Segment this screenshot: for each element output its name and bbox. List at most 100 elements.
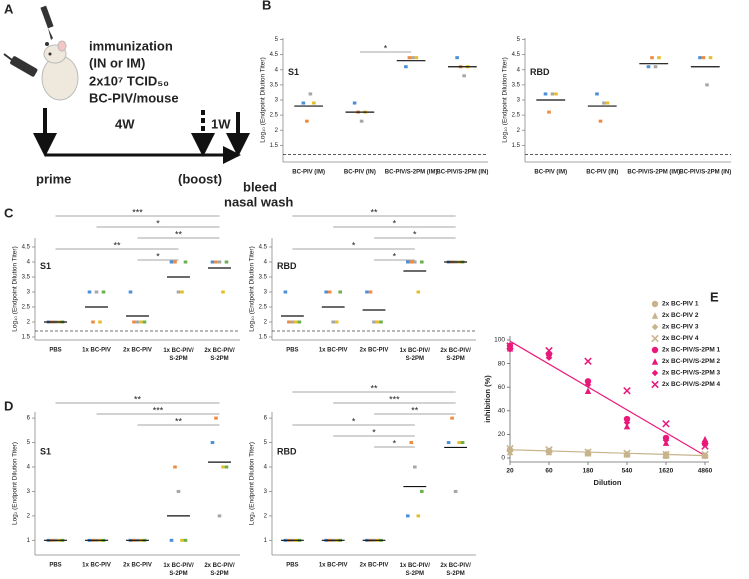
x-tick-label: 2x BC-PIV/S-2PM	[204, 348, 235, 362]
point	[283, 290, 288, 294]
x-tick-label: 1x BC-PIV	[319, 348, 348, 354]
point	[407, 56, 412, 60]
point	[605, 101, 610, 105]
x-tick-label: BC-PIV (IM)	[534, 170, 567, 176]
point	[545, 447, 553, 455]
significance-label: **	[370, 383, 378, 393]
y-tick-label: 100	[494, 337, 505, 344]
legend-marker	[651, 300, 659, 308]
y-tick-label: 60	[498, 384, 506, 391]
legend-marker	[651, 323, 659, 331]
y-tick-label: 3.5	[270, 82, 279, 88]
point	[446, 441, 451, 445]
x-tick-label: 1x BC-PIV	[82, 563, 111, 569]
significance-label: **	[370, 207, 378, 217]
point	[701, 438, 709, 445]
x-tick-label: 1x BC-PIV/S-2PM	[400, 563, 431, 577]
point	[169, 538, 174, 542]
y-tick-label: 6	[264, 416, 268, 422]
x-tick-label: 540	[622, 468, 633, 475]
point	[623, 387, 631, 395]
x-tick-label: 180	[583, 468, 594, 475]
point	[698, 56, 702, 60]
point	[708, 56, 713, 60]
point	[453, 489, 458, 493]
y-tick-label: 4.5	[22, 245, 31, 251]
y-tick-label: 0	[501, 455, 505, 462]
point	[312, 101, 316, 105]
y-tick-label: 4.5	[259, 245, 268, 251]
point	[297, 320, 302, 324]
point	[584, 378, 592, 385]
y-tick-label: 6	[27, 416, 31, 422]
y-tick-label: 4	[27, 260, 31, 266]
significance-label: *	[156, 251, 160, 261]
point	[91, 320, 95, 324]
point	[180, 538, 184, 542]
point	[409, 260, 414, 264]
point	[701, 442, 709, 450]
point	[294, 320, 298, 324]
legend-label: 2x BC-PIV 1	[662, 301, 699, 308]
legend-marker	[651, 312, 659, 319]
point	[545, 446, 553, 454]
point	[183, 538, 188, 542]
point	[98, 320, 102, 324]
point	[406, 260, 410, 264]
point	[554, 92, 558, 96]
y-tick-label: 3	[264, 290, 268, 296]
event-label: prime	[36, 171, 71, 186]
point	[411, 56, 415, 60]
y-axis-label: Log₁₀ (Endpoint Dilution Titer)	[260, 57, 267, 142]
significance-label: *	[156, 218, 160, 228]
point	[623, 451, 631, 458]
x-tick-label: 1x BC-PIV	[82, 348, 111, 354]
significance-label: **	[411, 405, 419, 415]
point	[359, 119, 364, 123]
y-tick-label: 5	[275, 37, 279, 43]
point	[623, 422, 631, 430]
annotation: S1	[288, 67, 299, 77]
point	[305, 119, 309, 123]
y-tick-label: 2.5	[270, 113, 279, 119]
legend-marker	[651, 380, 659, 389]
point	[506, 342, 514, 350]
significance-label: *	[352, 240, 356, 250]
x-tick-label: 2x BC-PIV	[123, 563, 152, 569]
point	[372, 320, 376, 324]
y-axis-label: Log₁₀ (Endpoint Dilution Titer)	[249, 246, 256, 331]
panel-label: B	[262, 0, 271, 12]
significance-label: *	[393, 218, 397, 228]
point	[416, 290, 421, 294]
point	[701, 56, 706, 60]
point	[409, 441, 414, 445]
point	[420, 489, 424, 493]
point	[584, 381, 592, 389]
point	[404, 65, 408, 69]
x-tick-label: 2x BC-PIV	[360, 563, 389, 569]
dose-text: BC-PIV/mouse	[89, 90, 179, 105]
y-tick-label: 2	[264, 320, 268, 326]
y-tick-label: 40	[498, 408, 506, 415]
significance-label: *	[372, 427, 376, 437]
y-tick-label: 3	[27, 489, 31, 495]
x-tick-label: 2x BC-PIV	[123, 348, 152, 354]
x-tick-label: BC-PIV/S-2PM (IM)	[627, 170, 680, 176]
panel-label: A	[4, 1, 14, 16]
x-tick-label: 1x BC-PIV/S-2PM	[163, 563, 194, 577]
point	[217, 514, 222, 518]
significance-label: *	[384, 43, 388, 53]
point	[338, 290, 342, 294]
point	[224, 260, 229, 264]
y-tick-label: 2.5	[22, 305, 31, 311]
point	[169, 260, 174, 264]
x-tick-label: 1x BC-PIV/S-2PM	[400, 348, 431, 362]
legend-label: 2x BC-PIV/S-2PM 2	[662, 358, 721, 365]
point	[460, 441, 465, 445]
timeline-arrows	[33, 108, 250, 164]
y-tick-label: 3	[264, 489, 268, 495]
point	[132, 320, 136, 324]
significance-label: **	[134, 394, 142, 404]
